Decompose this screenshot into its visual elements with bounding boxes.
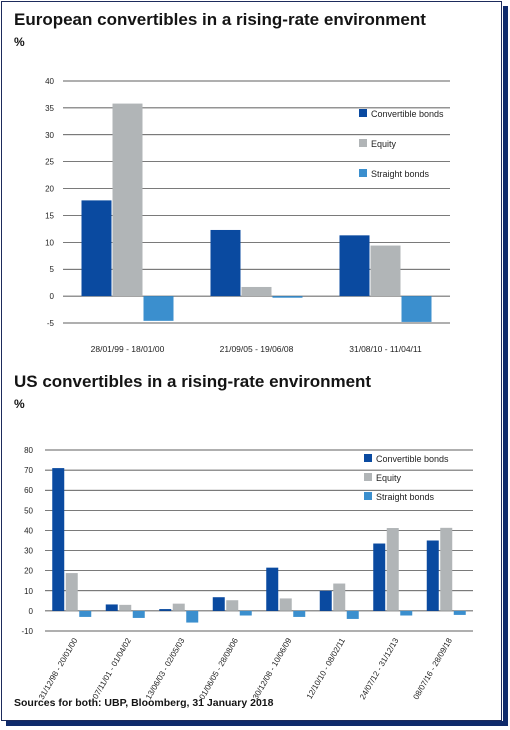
legend-swatch — [359, 109, 367, 117]
chart2-title: US convertibles in a rising-rate environ… — [14, 372, 372, 391]
y-tick-label: 60 — [24, 486, 33, 495]
x-category-label: 30/12/08 - 10/06/09 — [251, 636, 294, 701]
chart2-unit-label: % — [14, 397, 25, 411]
y-tick-label: -10 — [21, 627, 33, 636]
source-note: Sources for both: UBP, Bloomberg, 31 Jan… — [14, 697, 274, 709]
bar-convertible-bonds — [52, 468, 65, 611]
chart1-title: European convertibles in a rising-rate e… — [14, 10, 426, 29]
bar-straight-bonds — [400, 610, 413, 616]
bar-equity — [172, 603, 185, 611]
y-tick-label: 25 — [45, 158, 54, 167]
bar-equity — [386, 528, 399, 611]
x-category-label: 24/07/12 - 31/12/13 — [358, 636, 401, 701]
y-tick-label: 40 — [45, 77, 54, 86]
y-tick-label: 20 — [24, 567, 33, 576]
bar-straight-bonds — [346, 610, 359, 619]
bar-convertible-bonds — [105, 604, 118, 611]
y-tick-label: 80 — [24, 446, 33, 455]
legend-label: Equity — [371, 139, 397, 149]
x-category-label: 13/06/03 - 02/05/03 — [144, 636, 187, 701]
legend-label: Straight bonds — [376, 492, 435, 502]
chart1-unit-label: % — [14, 35, 25, 49]
x-category-label: 31/08/10 - 11/04/11 — [349, 344, 422, 354]
bar-equity — [440, 527, 453, 611]
bar-equity — [241, 286, 272, 297]
x-category-label: 21/09/05 - 19/06/08 — [220, 344, 294, 354]
y-tick-label: 10 — [24, 587, 33, 596]
bar-convertible-bonds — [319, 590, 332, 611]
y-tick-label: 35 — [45, 104, 54, 113]
legend-swatch — [364, 473, 372, 481]
bar-equity — [370, 245, 401, 297]
bar-convertible-bonds — [266, 567, 279, 611]
y-tick-label: 15 — [45, 211, 54, 220]
x-category-label: 08/07/16 - 28/09/18 — [411, 636, 454, 701]
bar-straight-bonds — [186, 610, 199, 623]
bar-equity — [226, 600, 239, 611]
legend-swatch — [364, 454, 372, 462]
bar-convertible-bonds — [210, 229, 241, 297]
x-category-label: 07/11/01 - 01/04/02 — [91, 636, 133, 701]
y-tick-label: 40 — [24, 526, 33, 535]
y-tick-label: 50 — [24, 506, 33, 515]
bar-straight-bonds — [272, 296, 303, 298]
legend-swatch — [364, 492, 372, 500]
bar-equity — [112, 103, 143, 297]
bar-straight-bonds — [401, 296, 432, 322]
bar-convertible-bonds — [212, 597, 225, 611]
x-category-label: 31/12/98 - 20/01/00 — [37, 636, 80, 701]
bar-straight-bonds — [293, 610, 306, 617]
legend-label: Equity — [376, 473, 402, 483]
x-category-label: 01/06/05 - 28/08/06 — [197, 636, 240, 701]
bar-straight-bonds — [143, 296, 174, 321]
legend-swatch — [359, 169, 367, 177]
bar-convertible-bonds — [81, 200, 112, 297]
bar-straight-bonds — [453, 610, 466, 615]
bar-straight-bonds — [79, 610, 92, 617]
y-tick-label: 0 — [29, 607, 34, 616]
y-tick-label: 5 — [50, 265, 55, 274]
frame-shadow-right — [503, 6, 508, 726]
y-tick-label: 30 — [24, 547, 33, 556]
x-category-label: 12/10/10 - 08/02/11 — [305, 636, 347, 701]
legend-label: Convertible bonds — [376, 454, 449, 464]
bar-equity — [279, 598, 292, 611]
bar-equity — [65, 573, 78, 611]
figure-frame — [1, 1, 502, 721]
y-tick-label: 30 — [45, 131, 54, 140]
y-tick-label: 10 — [45, 238, 54, 247]
legend-label: Straight bonds — [371, 169, 430, 179]
bar-equity — [333, 583, 346, 611]
bar-equity — [119, 604, 132, 611]
bar-convertible-bonds — [339, 235, 370, 297]
bar-straight-bonds — [132, 610, 145, 618]
y-tick-label: 0 — [50, 292, 55, 301]
y-tick-label: 70 — [24, 466, 33, 475]
x-category-label: 28/01/99 - 18/01/00 — [91, 344, 165, 354]
legend-swatch — [359, 139, 367, 147]
bar-convertible-bonds — [159, 609, 172, 611]
bar-convertible-bonds — [373, 543, 386, 611]
bar-straight-bonds — [239, 610, 252, 616]
frame-shadow-bottom — [6, 721, 508, 726]
y-tick-label: -5 — [47, 319, 55, 328]
y-tick-label: 20 — [45, 185, 54, 194]
bar-convertible-bonds — [426, 540, 439, 611]
legend-label: Convertible bonds — [371, 109, 444, 119]
